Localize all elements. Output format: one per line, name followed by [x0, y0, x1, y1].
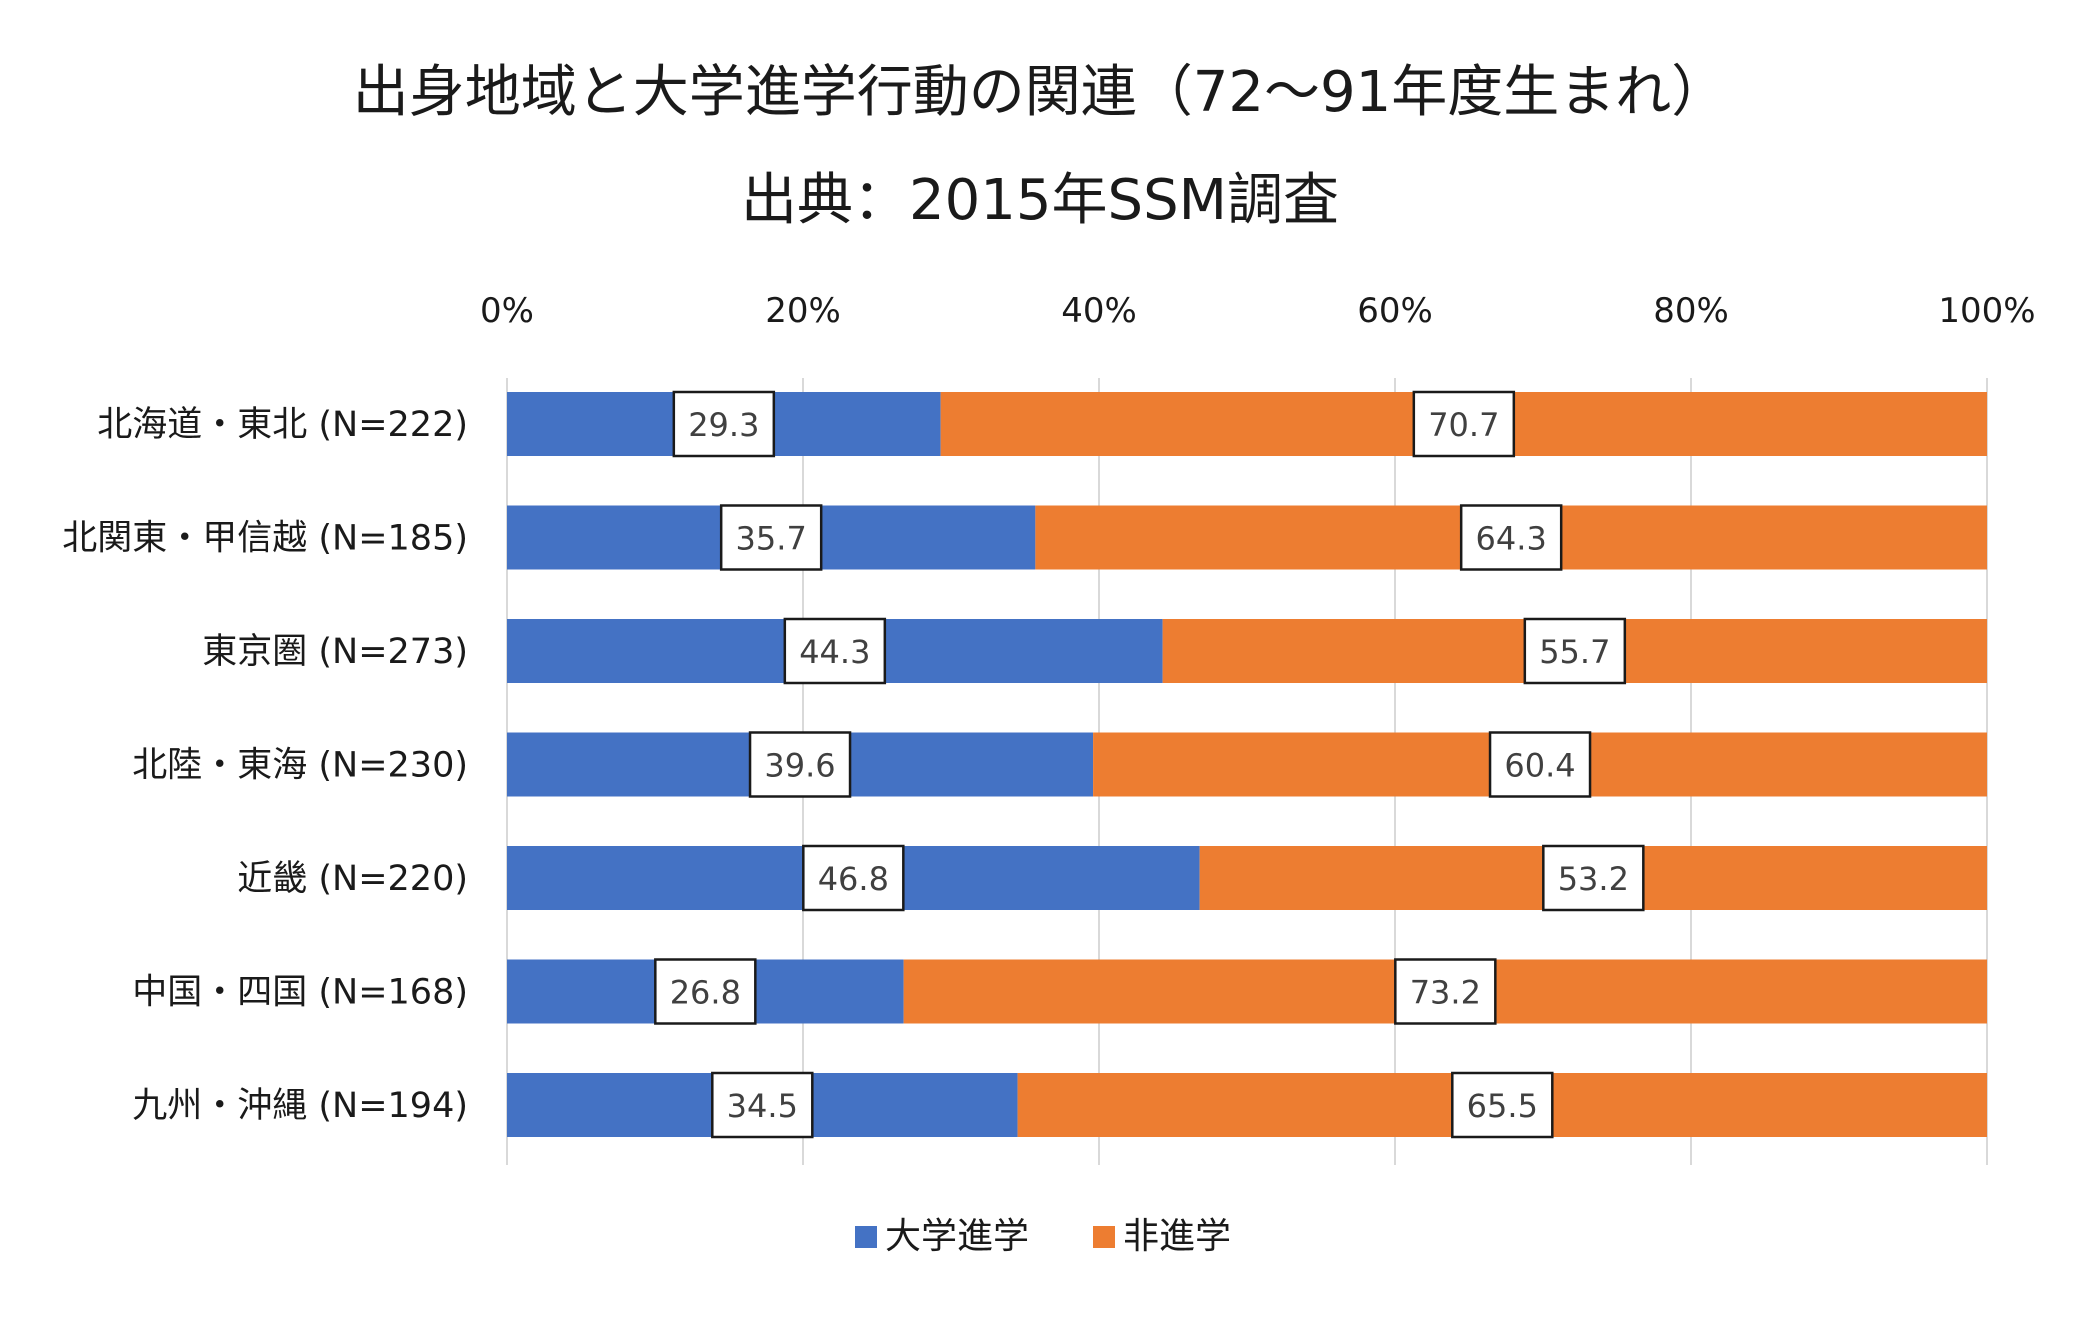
category-label: 九州・沖縄 (N=194) [132, 1086, 468, 1126]
x-tick-label: 100% [1938, 291, 2035, 331]
data-label-box [802, 844, 905, 912]
legend-label: 大学進学 [885, 1216, 1029, 1257]
data-label: 44.3 [799, 633, 870, 671]
x-tick-label: 0% [480, 291, 534, 331]
data-label: 53.2 [1558, 860, 1629, 898]
data-label: 46.8 [818, 860, 889, 898]
data-label-box [672, 390, 776, 458]
data-label-box [1412, 390, 1516, 458]
legend-swatch [855, 1226, 877, 1248]
category-label: 北関東・甲信越 (N=185) [62, 519, 468, 559]
data-label: 65.5 [1467, 1087, 1538, 1125]
legend-swatch [1093, 1226, 1115, 1248]
x-tick-label: 60% [1357, 291, 1433, 331]
data-label-box [1451, 1071, 1554, 1139]
data-label-box [719, 504, 823, 571]
category-label: 中国・四国 (N=168) [132, 973, 468, 1013]
data-label: 55.7 [1539, 633, 1610, 671]
chart-subtitle: 出典：2015年SSM調査 [741, 168, 1339, 233]
data-label-box [1459, 504, 1563, 571]
data-label-box [654, 958, 757, 1025]
data-label-box [748, 731, 852, 798]
chart-title-block: 出身地域と大学進学行動の関連（72〜91年度生まれ） 出典：2015年SSM調査 [0, 48, 2080, 246]
legend-label: 非進学 [1123, 1216, 1231, 1257]
chart-title: 出身地域と大学進学行動の関連（72〜91年度生まれ） [352, 60, 1728, 125]
data-label: 29.3 [688, 406, 759, 444]
data-label: 34.5 [727, 1087, 798, 1125]
data-label-box [1523, 617, 1627, 685]
category-label: 東京圏 (N=273) [202, 632, 468, 672]
x-tick-label: 80% [1653, 291, 1729, 331]
x-tick-label: 20% [765, 291, 841, 331]
data-label-box [783, 617, 887, 685]
data-label: 73.2 [1410, 974, 1481, 1012]
data-label-box [1488, 731, 1592, 798]
data-label: 26.8 [670, 974, 741, 1012]
data-label: 64.3 [1476, 520, 1547, 558]
data-label: 35.7 [736, 520, 807, 558]
category-label: 北海道・東北 (N=222) [97, 405, 468, 445]
x-tick-label: 40% [1061, 291, 1137, 331]
category-label: 北陸・東海 (N=230) [132, 746, 468, 786]
data-label-box [711, 1071, 814, 1139]
data-label: 70.7 [1428, 406, 1499, 444]
data-label-box [1394, 958, 1497, 1025]
category-label: 近畿 (N=220) [237, 859, 468, 899]
data-label: 39.6 [764, 747, 835, 785]
data-label-box [1542, 844, 1645, 912]
data-label: 60.4 [1504, 747, 1575, 785]
